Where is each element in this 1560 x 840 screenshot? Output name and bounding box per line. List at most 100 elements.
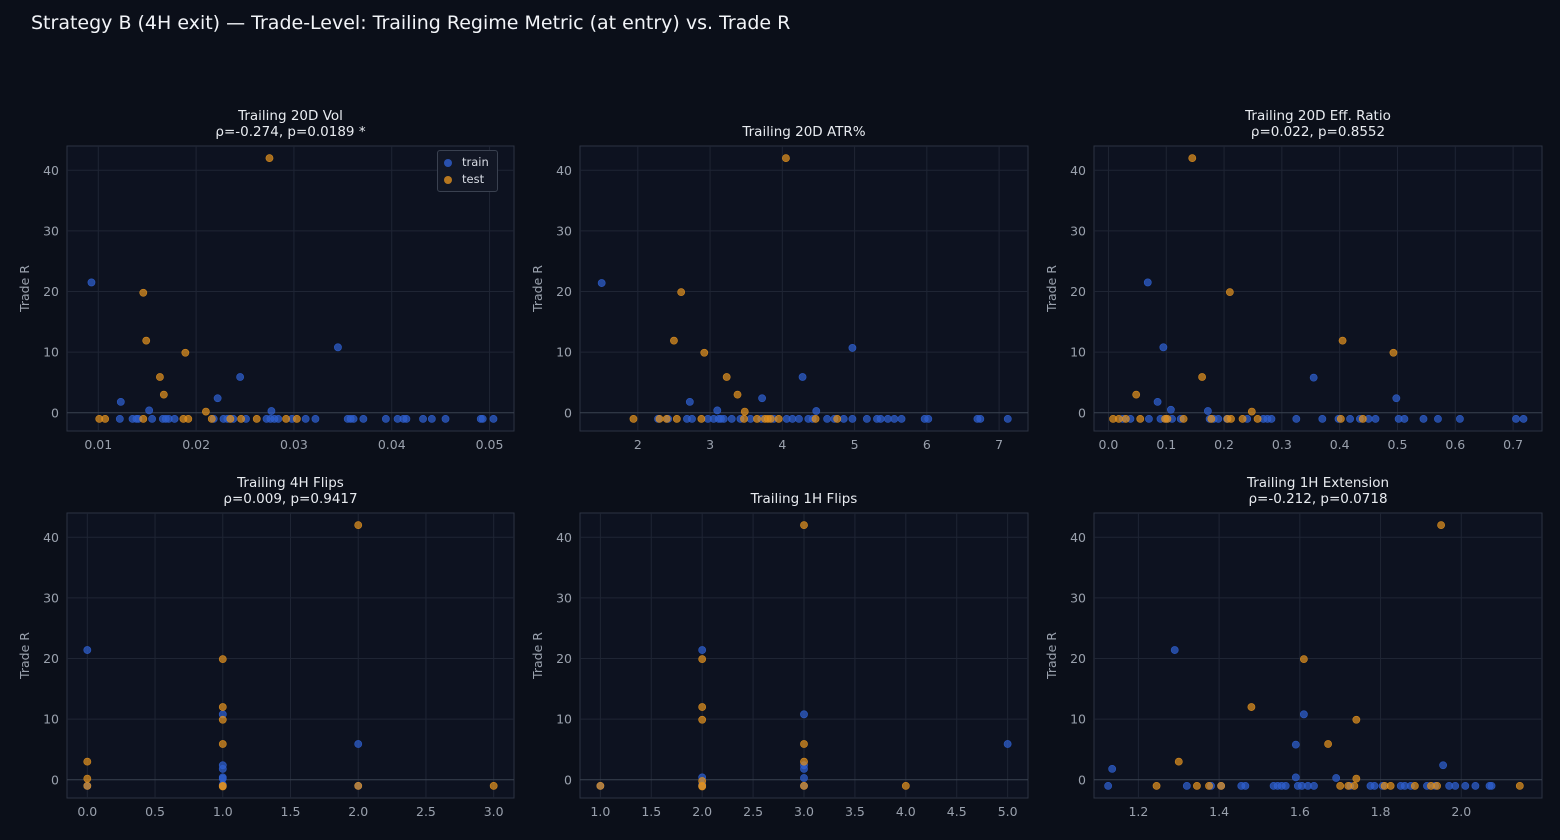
x-tick-label: 3.5	[845, 804, 865, 819]
point-train	[1332, 774, 1341, 782]
point-test	[1225, 288, 1234, 297]
scatter-plot: 0.01 0.02 0.03 0.04 0.05 0 10 20 30 40 Trade R	[17, 145, 515, 452]
point-train	[354, 740, 363, 748]
y-tick-label: 0	[51, 405, 59, 420]
point-test	[670, 336, 678, 345]
point-train	[311, 414, 320, 423]
point-test	[1132, 390, 1141, 399]
point-test	[1515, 781, 1524, 790]
y-tick-label: 40	[43, 530, 59, 545]
chart-title-block: Trailing 20D ATR%	[580, 124, 1028, 140]
chart-title: Trailing 20D ATR%	[742, 124, 866, 140]
point-train	[924, 414, 933, 423]
point-test	[218, 655, 227, 664]
point-train	[83, 646, 92, 654]
point-train	[148, 414, 156, 423]
point-train	[441, 414, 450, 423]
chart-title: Trailing 1H Flips	[750, 491, 858, 507]
point-train	[419, 414, 427, 423]
point-train	[1400, 414, 1409, 423]
point-test	[265, 154, 274, 163]
y-tick-label: 20	[556, 284, 572, 299]
chart-subtitle: ρ=0.009, p=0.9417	[223, 491, 358, 507]
point-train	[1512, 414, 1520, 423]
y-tick-label: 0	[564, 772, 572, 787]
chart-title-block: Trailing 1H Extension ρ=-0.212, p=0.0718	[1094, 475, 1542, 507]
chart-title-block: Trailing 1H Flips	[580, 491, 1028, 507]
point-test	[1324, 740, 1332, 748]
point-train	[800, 710, 808, 719]
point-train	[1299, 710, 1308, 719]
point-train	[1203, 407, 1212, 415]
x-tick-label: 0.5	[145, 804, 165, 819]
x-tick-label: 2.0	[692, 804, 712, 819]
point-test	[489, 781, 498, 790]
x-tick-label: 2.0	[1451, 804, 1471, 819]
point-train	[115, 414, 124, 423]
point-test	[697, 414, 706, 423]
point-train	[1371, 414, 1380, 423]
point-train	[685, 397, 694, 406]
x-tick-label: 6	[923, 437, 931, 452]
point-train	[87, 278, 96, 287]
plot-area	[579, 145, 1029, 432]
y-tick-label: 40	[556, 530, 572, 545]
x-tick-label: 0.6	[1445, 437, 1465, 452]
x-tick-label: 0.0	[77, 804, 97, 819]
y-axis-label: Trade R	[1044, 265, 1059, 313]
x-tick-label: 0.05	[476, 437, 504, 452]
chart-panel-2: Trailing 20D ATR% 2 3 4 5 6 7 0 10 20 30 40 Trade R	[530, 106, 1038, 461]
point-test	[677, 288, 686, 297]
point-test	[1121, 414, 1130, 423]
point-test	[1193, 781, 1201, 790]
point-train	[349, 414, 358, 423]
point-test	[1433, 781, 1441, 790]
point-test	[142, 336, 151, 345]
x-tick-label: 1.0	[213, 804, 233, 819]
point-train	[1003, 740, 1012, 748]
y-tick-label: 10	[1070, 345, 1086, 360]
point-test	[753, 414, 761, 423]
point-train	[274, 414, 283, 423]
point-test	[811, 414, 820, 423]
point-test	[101, 414, 110, 423]
point-train	[727, 414, 736, 423]
point-train	[1434, 414, 1442, 423]
point-test	[800, 781, 808, 790]
x-tick-label: 0.2	[1214, 437, 1234, 452]
point-train	[359, 414, 368, 423]
x-tick-label: 4.0	[896, 804, 916, 819]
point-train	[1108, 764, 1117, 773]
point-test	[207, 414, 216, 423]
x-tick-label: 5	[851, 437, 859, 452]
point-train	[1182, 781, 1191, 790]
point-train	[301, 414, 310, 423]
point-test	[662, 414, 671, 423]
point-train	[823, 414, 832, 423]
point-train	[883, 414, 892, 423]
chart-panel-6: Trailing 1H Extension ρ=-0.212, p=0.0718 1…	[1044, 473, 1552, 828]
x-tick-label: 3.0	[794, 804, 814, 819]
x-tick-label: 0.0	[1099, 437, 1119, 452]
point-train	[1241, 781, 1250, 790]
point-test	[1247, 703, 1256, 711]
y-tick-label: 10	[556, 345, 572, 360]
point-test	[1152, 781, 1161, 790]
y-tick-label: 30	[43, 223, 59, 238]
point-test	[218, 715, 227, 724]
y-axis-label: Trade R	[530, 265, 545, 313]
x-tick-label: 4.5	[947, 804, 967, 819]
x-tick-label: 4	[778, 437, 786, 452]
point-test	[672, 414, 681, 423]
legend-marker	[444, 175, 452, 184]
point-train	[848, 414, 857, 423]
point-test	[800, 757, 808, 766]
point-test	[354, 781, 363, 790]
point-train	[688, 414, 696, 423]
y-tick-label: 10	[1070, 712, 1086, 727]
point-train	[1214, 414, 1223, 423]
x-tick-label: 2	[634, 437, 642, 452]
point-test	[1217, 781, 1226, 790]
chart-subtitle: ρ=0.022, p=0.8552	[1250, 124, 1386, 140]
point-train	[1153, 397, 1162, 406]
